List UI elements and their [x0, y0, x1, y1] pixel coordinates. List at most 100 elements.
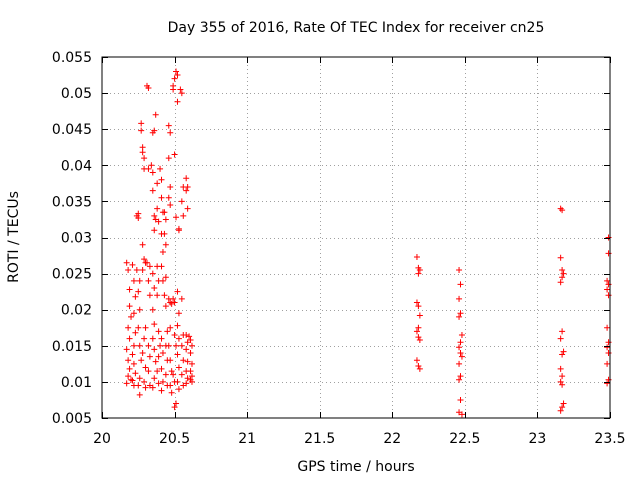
data-point	[123, 380, 130, 387]
x-tick-label: 22.5	[449, 431, 480, 447]
data-point	[152, 358, 159, 365]
data-point	[139, 241, 146, 248]
data-point	[149, 335, 156, 342]
data-point	[178, 90, 185, 97]
data-point	[173, 68, 180, 75]
data-point	[604, 344, 611, 351]
data-point	[145, 368, 152, 375]
data-point	[604, 380, 611, 387]
data-point	[157, 165, 164, 172]
data-point	[175, 364, 182, 371]
data-point	[149, 306, 156, 313]
data-point	[162, 274, 169, 281]
data-point	[154, 292, 161, 299]
data-point	[151, 321, 158, 328]
data-point	[130, 310, 137, 317]
data-point	[141, 155, 148, 162]
grid-lines	[102, 57, 610, 418]
x-axis-tick-labels: 20 20.5 21 21.5 22 22.5 23 23.5	[93, 431, 626, 447]
data-point	[559, 274, 566, 281]
data-point	[560, 400, 567, 407]
data-point	[145, 85, 152, 92]
data-point	[605, 339, 612, 346]
data-point	[188, 342, 195, 349]
y-axis-title: ROTI / TECUs	[6, 191, 22, 283]
data-point	[151, 375, 158, 382]
data-point	[170, 86, 177, 93]
data-point	[149, 270, 156, 277]
x-tick-label: 20.5	[159, 431, 190, 447]
axis-ticks	[102, 57, 611, 419]
data-point	[174, 351, 181, 358]
data-point	[171, 151, 178, 158]
data-point	[187, 350, 194, 357]
data-point	[559, 328, 566, 335]
data-point	[135, 215, 142, 222]
data-point	[159, 248, 166, 255]
data-point	[125, 266, 132, 273]
data-point	[129, 377, 136, 384]
data-point	[126, 286, 133, 293]
data-point	[415, 270, 422, 277]
data-point	[183, 331, 190, 338]
data-point	[168, 389, 175, 396]
data-point	[159, 378, 166, 385]
data-point	[135, 382, 142, 389]
data-point	[142, 324, 149, 331]
data-point	[129, 261, 136, 268]
data-point	[173, 342, 180, 349]
data-point	[165, 194, 172, 201]
x-axis-title: GPS time / hours	[297, 459, 414, 475]
data-point	[557, 335, 564, 342]
data-point	[173, 400, 180, 407]
data-point	[413, 328, 420, 335]
data-point	[180, 357, 187, 364]
data-point	[456, 344, 463, 351]
data-point	[157, 342, 164, 349]
data-point	[155, 353, 162, 360]
data-point	[560, 348, 567, 355]
data-point	[159, 350, 166, 357]
y-tick-label: 0.055	[52, 50, 92, 66]
data-point	[458, 411, 465, 418]
data-point	[146, 263, 153, 270]
data-point	[416, 337, 423, 344]
data-point	[415, 363, 422, 370]
data-point	[559, 404, 566, 411]
data-point	[145, 342, 152, 349]
data-point	[142, 384, 149, 391]
data-point	[170, 371, 177, 378]
data-point	[604, 277, 611, 284]
y-tick-label: 0.02	[61, 303, 92, 319]
data-point	[174, 322, 181, 329]
data-point	[175, 335, 182, 342]
data-point	[174, 288, 181, 295]
data-point	[167, 129, 174, 136]
y-tick-label: 0.04	[61, 158, 92, 174]
data-point	[187, 368, 194, 375]
data-point	[168, 300, 175, 307]
data-point	[560, 270, 567, 277]
data-point	[415, 324, 422, 331]
data-point	[174, 72, 181, 79]
y-tick-label: 0.05	[61, 86, 92, 102]
data-point	[167, 183, 174, 190]
data-point	[557, 378, 564, 385]
data-point	[604, 324, 611, 331]
data-point	[413, 357, 420, 364]
x-tick-label: 21	[238, 431, 256, 447]
data-point	[145, 165, 152, 172]
data-point	[187, 337, 194, 344]
data-point	[155, 218, 162, 225]
data-point	[162, 216, 169, 223]
y-tick-label: 0.015	[52, 339, 92, 355]
data-point	[136, 306, 143, 313]
data-point	[128, 376, 135, 383]
data-point	[178, 198, 185, 205]
data-point	[457, 350, 464, 357]
data-point	[123, 346, 130, 353]
data-point	[146, 353, 153, 360]
data-point	[152, 111, 159, 118]
data-point	[149, 169, 156, 176]
